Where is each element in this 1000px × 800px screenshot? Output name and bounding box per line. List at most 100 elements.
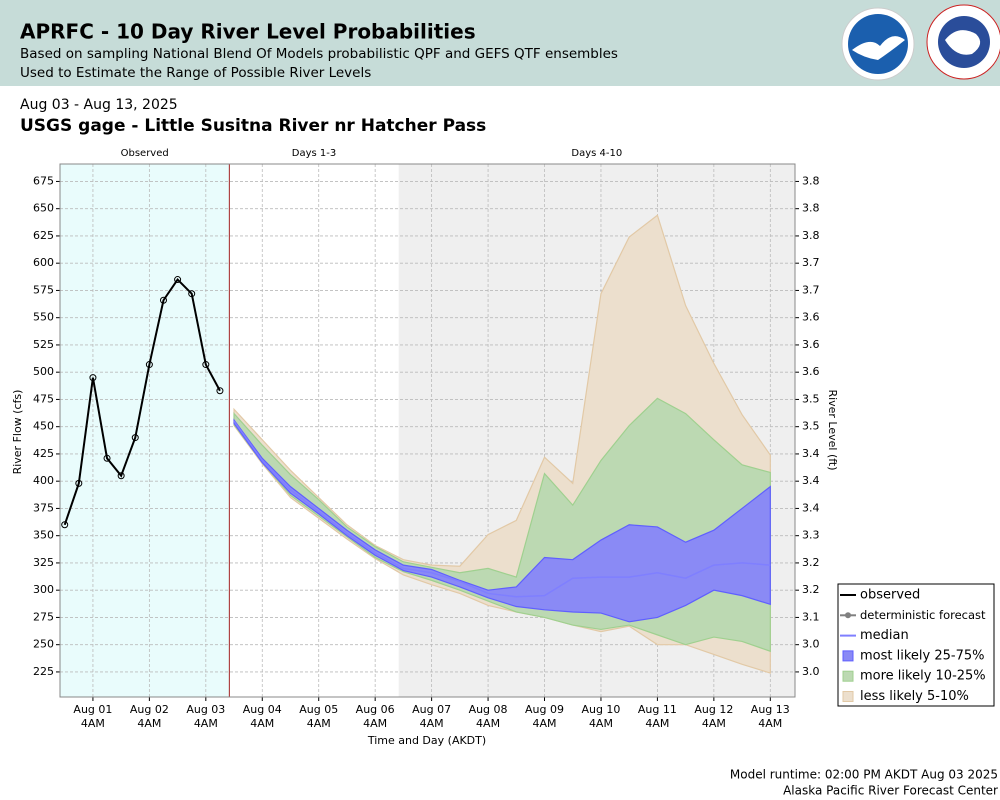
y-tick-label: 375 [33, 501, 54, 514]
legend-box [837, 583, 995, 707]
x-tick-label-day: Aug 05 [299, 703, 338, 716]
x-tick-label: Aug 05 4AM [299, 703, 338, 730]
y-tick-label: 225 [33, 665, 54, 678]
x-tick-label-day: Aug 04 [243, 703, 282, 716]
x-tick-label-day: Aug 07 [412, 703, 451, 716]
x-tick-label: Aug 04 4AM [243, 703, 282, 730]
y2-tick-label: 3.1 [802, 610, 820, 623]
x-tick-label: Aug 07 4AM [412, 703, 451, 730]
x-tick-label: Aug 10 4AM [581, 703, 620, 730]
x-tick-label-hour: 4AM [363, 717, 387, 730]
series-marker [174, 276, 182, 284]
y2-tick-label: 3.3 [802, 529, 820, 542]
x-tick-label: Aug 13 4AM [751, 703, 790, 730]
x-tick-label-day: Aug 13 [751, 703, 790, 716]
y2-tick-label: 3.2 [802, 583, 820, 596]
y-tick-label: 475 [33, 392, 54, 405]
x-tick-label-hour: 4AM [81, 717, 105, 730]
y-tick-label: 675 [33, 174, 54, 187]
y-axis-label: River Flow (cfs) [11, 390, 24, 475]
y-tick-label: 550 [33, 311, 54, 324]
plot-frame [59, 163, 796, 698]
header-subtitle: Used to Estimate the Range of Possible R… [20, 65, 371, 81]
series-marker [61, 521, 69, 529]
series-marker [117, 472, 125, 480]
y-tick-label: 325 [33, 556, 54, 569]
y2-tick-label: 3.4 [802, 474, 820, 487]
x-tick-label-day: Aug 03 [186, 703, 225, 716]
region [60, 164, 230, 697]
y-tick-label: 600 [33, 256, 54, 269]
series-marker [159, 296, 167, 304]
y-tick-label: 400 [33, 474, 54, 487]
header-band [0, 0, 1000, 86]
x-tick-label-day: Aug 12 [694, 703, 733, 716]
chart-title: USGS gage - Little Susitna River nr Hatc… [20, 116, 486, 136]
date-range: Aug 03 - Aug 13, 2025 [20, 97, 178, 113]
x-tick-label-day: Aug 11 [638, 703, 677, 716]
series-marker [131, 434, 139, 442]
x-tick-label-day: Aug 02 [130, 703, 169, 716]
y-tick-label: 650 [33, 202, 54, 215]
y2-tick-label: 3.0 [802, 665, 820, 678]
nws-logo [926, 4, 1000, 80]
y-tick-label: 575 [33, 283, 54, 296]
x-tick-label: Aug 12 4AM [694, 703, 733, 730]
legend-marker [845, 612, 851, 619]
series-line [233, 420, 771, 598]
x-tick-label-hour: 4AM [307, 717, 331, 730]
noaa-logo [841, 7, 915, 81]
series-marker [188, 290, 196, 298]
footer-center: Alaska Pacific River Forecast Center [783, 784, 998, 798]
y2-tick-label: 3.7 [802, 283, 820, 296]
x-tick-label-hour: 4AM [758, 717, 782, 730]
series-line [63, 277, 221, 526]
y-tick-label: 425 [33, 447, 54, 460]
region-label: Days 1-3 [292, 148, 336, 159]
y2-tick-label: 3.0 [802, 638, 820, 651]
x-tick-label-day: Aug 09 [525, 703, 564, 716]
x-tick-label-day: Aug 10 [581, 703, 620, 716]
legend-label: median [860, 628, 909, 643]
legend-swatch [842, 650, 854, 662]
x-axis-label: Time and Day (AKDT) [367, 734, 486, 747]
y2-tick-label: 3.8 [802, 174, 820, 187]
y-tick-label: 300 [33, 583, 54, 596]
legend-label: more likely 10-25% [860, 669, 986, 684]
y2-tick-label: 3.4 [802, 501, 820, 514]
x-tick-label-hour: 4AM [589, 717, 613, 730]
x-tick-label: Aug 03 4AM [186, 703, 225, 730]
y2-tick-label: 3.7 [802, 256, 820, 269]
legend-label: less likely 5-10% [860, 689, 969, 704]
x-tick-label-hour: 4AM [533, 717, 557, 730]
y2-tick-label: 3.5 [802, 392, 820, 405]
x-tick-label-hour: 4AM [476, 717, 500, 730]
x-tick-label: Aug 01 4AM [73, 703, 112, 730]
y-tick-label: 250 [33, 638, 54, 651]
legend-swatch [842, 691, 854, 702]
y-tick-label: 500 [33, 365, 54, 378]
x-tick-label: Aug 08 4AM [469, 703, 508, 730]
header-subtitle: Based on sampling National Blend Of Mode… [20, 46, 618, 62]
x-tick-label-hour: 4AM [250, 717, 274, 730]
series-marker [103, 454, 111, 462]
region [229, 164, 399, 697]
x-tick-label: Aug 09 4AM [525, 703, 564, 730]
series-marker [145, 361, 153, 369]
y-tick-label: 350 [33, 529, 54, 542]
y-tick-label: 525 [33, 338, 54, 351]
series-marker [75, 479, 83, 487]
y2-tick-label: 3.5 [802, 420, 820, 433]
x-tick-label-hour: 4AM [702, 717, 726, 730]
x-tick-label: Aug 11 4AM [638, 703, 677, 730]
y2-tick-label: 3.2 [802, 556, 820, 569]
x-tick-label-day: Aug 01 [73, 703, 112, 716]
y2-tick-label: 3.6 [802, 311, 820, 324]
y2-tick-label: 3.8 [802, 202, 820, 215]
series-marker [89, 374, 97, 382]
footer-runtime: Model runtime: 02:00 PM AKDT Aug 03 2025 [730, 768, 998, 782]
legend-label: most likely 25-75% [860, 648, 984, 663]
x-tick-label: Aug 06 4AM [356, 703, 395, 730]
y2-tick-label: 3.8 [802, 229, 820, 242]
y2-axis-label: River Level (ft) [826, 389, 839, 470]
